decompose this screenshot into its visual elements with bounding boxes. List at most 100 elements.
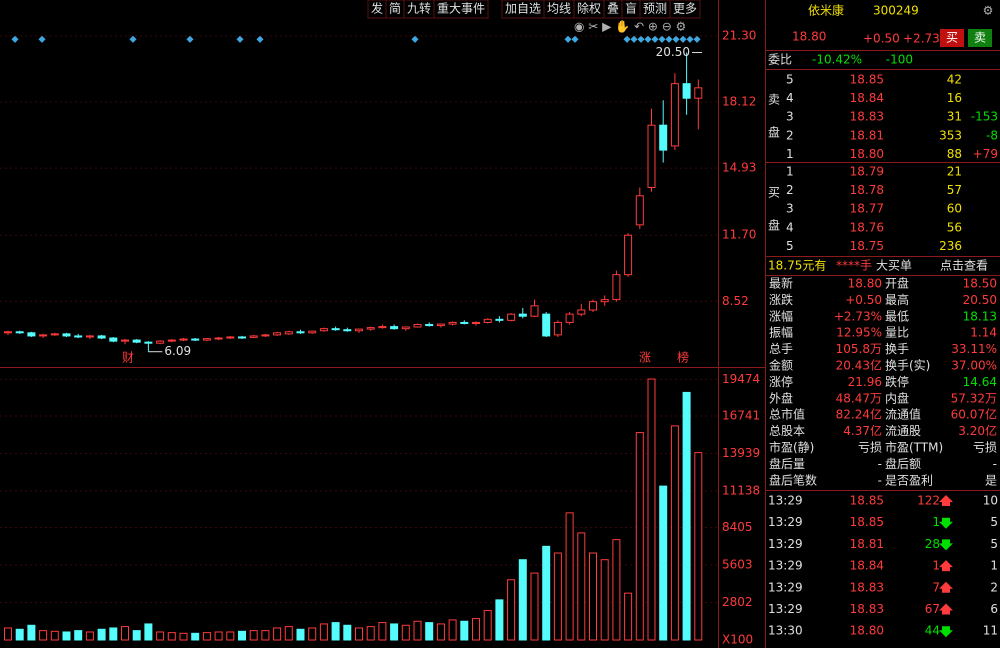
stat-value: 18.50 [963,277,997,291]
trade-time: 13:30 [768,624,803,638]
level-price: 18.76 [850,220,884,234]
stock-name: 依米康 [808,3,844,18]
toolbar-label[interactable]: 九转 [407,1,431,16]
sell-button[interactable] [968,29,992,47]
volume-bar [97,628,106,641]
event-diamond [651,35,659,43]
toolbar-label[interactable]: 均线 [547,2,571,16]
volume-bar [27,624,36,641]
candle-body [472,321,480,324]
candle-body [261,334,270,337]
trade-price: 18.85 [850,515,884,529]
volume-bar [553,552,562,641]
level: 4 [786,91,794,105]
sell-label[interactable]: 卖 [974,31,986,45]
candle-body [483,318,492,323]
volume-bar [355,627,363,641]
toolbar-label[interactable]: 盲 [625,1,637,16]
settings-icon: ⚙ [983,4,994,18]
stat-value: 48.47万 [836,391,882,405]
candle-body [682,83,691,99]
trade-time: 13:29 [768,580,803,594]
candle-body [565,313,574,323]
trade-volume: 28 [925,537,940,551]
buy-label[interactable]: 买 [946,31,958,45]
trade-volume: 122 [917,494,940,508]
trade-arrow-up [939,495,953,506]
trade-count: 11 [983,624,998,638]
stat-label: 换手(实) [885,358,930,373]
trade-price: 18.84 [850,559,884,573]
volume-bar [167,632,176,641]
stat-label: 总市值 [769,407,805,422]
event-diamond [686,35,694,43]
stat-label: 盘后笔数 [769,472,817,487]
level-qty: 236 [939,239,962,253]
volume-bar [390,623,399,641]
event-diamond [658,35,666,43]
candle-body [600,299,609,303]
event-diamond [186,35,194,43]
toolbar-button[interactable] [669,0,701,19]
trade-count: 5 [990,537,998,551]
stat-label: 换手 [885,342,909,356]
stat-label: 是否盈利 [885,473,933,487]
level-price: 18.81 [850,128,884,142]
volume-bar [308,627,317,641]
event-diamond [665,35,673,43]
candle-body [530,305,539,317]
volume-bar [495,599,504,641]
stat-label: 最低 [885,309,909,323]
candle-body [109,337,118,342]
level: 1 [786,165,794,179]
stat-label: 流通股 [885,424,921,438]
toolbar-label[interactable]: 重大事件 [437,2,485,16]
stat-label: 盘后量 [769,456,805,471]
volume-bar [600,559,609,641]
big-order-text: ****手 [836,259,872,273]
candle-body [74,335,83,338]
y-tick-label: 8.52 [722,294,749,308]
big-order-text[interactable]: 点击查看 [940,259,988,273]
candle-body [366,327,375,330]
stat-label: 开盘 [885,276,909,291]
volume-bar [670,425,679,641]
volume-bar [156,631,165,641]
event-marker: 榜 [677,350,689,365]
trade-price: 18.80 [850,624,884,638]
toolbar-label[interactable]: 更多 [673,2,697,16]
toolbar-label[interactable]: 加自选 [505,2,541,16]
candle-body [577,309,586,315]
event-diamond [672,35,680,43]
big-order-text: 18.75元有 [768,259,826,273]
event-diamond [571,35,579,43]
candle-body [589,301,597,311]
last-price: 18.80 [792,30,826,44]
toolbar-label[interactable]: 简 [389,2,401,16]
volume-bar [62,631,71,641]
volume-bar [647,378,656,641]
trade-time: 13:29 [768,515,803,529]
toolbar-label[interactable]: 叠 [607,2,619,16]
level: 1 [786,147,794,161]
volume-bar [448,619,457,641]
trade-volume: 44 [925,624,940,638]
trade-volume: 7 [932,580,940,594]
toolbar-label[interactable]: 除权 [577,1,601,16]
level-qty: 42 [947,73,962,87]
toolbar-label[interactable]: 发 [371,1,383,16]
candle-body [97,335,106,339]
candle-body [694,87,703,99]
event-diamond [693,35,701,43]
toolbar-button[interactable] [433,0,489,19]
y-tick-label: 14.93 [722,161,756,175]
buy-button[interactable] [940,29,964,47]
volume-bar [132,630,141,641]
candle-body [296,331,305,334]
trade-arrow-down [939,539,953,551]
toolbar-label[interactable]: 预测 [643,2,667,16]
volume-bar [50,630,59,641]
level: 3 [786,202,794,216]
toolbar-icons: ◉ ✂ ▶ ✋ ↶ ⊕ ⊖ ⚙ [574,20,686,34]
